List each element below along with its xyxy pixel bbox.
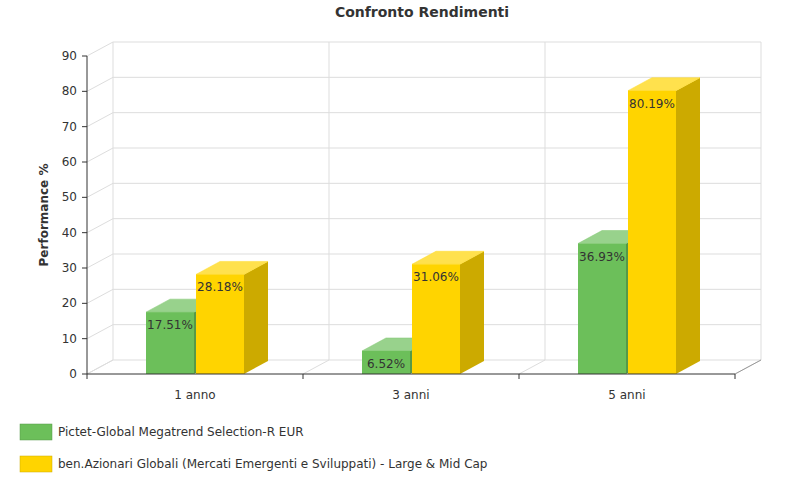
x-tick (303, 374, 304, 379)
grid-line-side (87, 183, 113, 197)
y-tick (82, 56, 87, 57)
x-tick (735, 374, 736, 379)
floor-line (87, 360, 113, 374)
x-tick-label: 3 anni (392, 388, 429, 402)
x-tick-label: 1 anno (174, 388, 215, 402)
bar-top (628, 78, 700, 91)
bar (196, 261, 268, 374)
bar-side (460, 251, 484, 374)
x-axis (87, 374, 735, 375)
grid-line-side (87, 325, 113, 339)
y-tick-label: 50 (62, 190, 77, 204)
y-tick-label: 10 (62, 332, 77, 346)
data-labels: 17.51% 6.52% 36.93% 28.18% 31.06% 80.19% (147, 97, 675, 371)
y-tick (82, 338, 87, 339)
legend: Pictet-Global Megatrend Selection-R EUR b… (20, 424, 487, 472)
bar-top (412, 251, 484, 264)
bar-side (244, 261, 268, 374)
grid-line-side (87, 148, 113, 162)
data-label: 28.18% (197, 280, 243, 294)
legend-label: Pictet-Global Megatrend Selection-R EUR (58, 425, 304, 439)
bar-front (196, 274, 244, 374)
grid-vertical (113, 42, 114, 360)
y-tick-label: 0 (69, 367, 77, 381)
floor-line (735, 360, 761, 374)
chart-title: Confronto Rendimenti (335, 4, 509, 20)
grid-vertical (761, 42, 762, 360)
grid-line-side (87, 77, 113, 91)
grid-line-side (87, 360, 113, 374)
floor-line (519, 360, 545, 374)
y-axis (87, 56, 88, 374)
y-tick (82, 303, 87, 304)
bar-front (362, 351, 410, 374)
y-tick (82, 232, 87, 233)
legend-swatch (20, 424, 52, 440)
chart-svg: Confronto Rendimenti Performance % 0 10 20 30… (0, 0, 789, 479)
y-tick (82, 374, 87, 375)
y-tick-label: 60 (62, 155, 77, 169)
legend-label: ben.Azionari Globali (Mercati Emergenti … (58, 457, 487, 471)
x-tick-label: 5 anni (608, 388, 645, 402)
y-axis-label: Performance % (37, 164, 51, 267)
y-tick-label: 80 (62, 84, 77, 98)
y-tick-label: 30 (62, 261, 77, 275)
bar-front (578, 244, 626, 374)
grid-line (113, 42, 761, 43)
data-label: 31.06% (413, 270, 459, 284)
y-tick (82, 126, 87, 127)
y-tick (82, 91, 87, 92)
bar (628, 78, 700, 374)
grid-vertical (329, 42, 330, 360)
grid-line-side (87, 289, 113, 303)
bar (412, 251, 484, 374)
grid-line-side (87, 42, 113, 56)
floor-line (303, 360, 329, 374)
y-tick (82, 197, 87, 198)
grid-vertical (545, 42, 546, 360)
x-tick (87, 374, 88, 379)
grid-line-side (87, 113, 113, 127)
data-label: 80.19% (629, 97, 675, 111)
chart-root: Confronto Rendimenti Performance % 0 10 20 30… (0, 0, 789, 479)
y-tick-label: 90 (62, 49, 77, 63)
x-tick (519, 374, 520, 379)
bar-front (628, 91, 676, 374)
bar-top (196, 261, 268, 274)
data-label: 17.51% (147, 318, 193, 332)
legend-swatch (20, 456, 52, 472)
y-tick-label: 20 (62, 296, 77, 310)
data-label: 6.52% (367, 357, 405, 371)
data-label: 36.93% (579, 250, 625, 264)
bar-front (146, 312, 194, 374)
bar-side (676, 78, 700, 374)
floor-edge (735, 360, 761, 374)
y-tick (82, 268, 87, 269)
y-tick (82, 162, 87, 163)
grid-line-side (87, 219, 113, 233)
grid (87, 42, 761, 374)
y-tick-label: 40 (62, 226, 77, 240)
bar-front (412, 264, 460, 374)
grid-line-side (87, 254, 113, 268)
bars (146, 78, 700, 374)
y-tick-label: 70 (62, 120, 77, 134)
